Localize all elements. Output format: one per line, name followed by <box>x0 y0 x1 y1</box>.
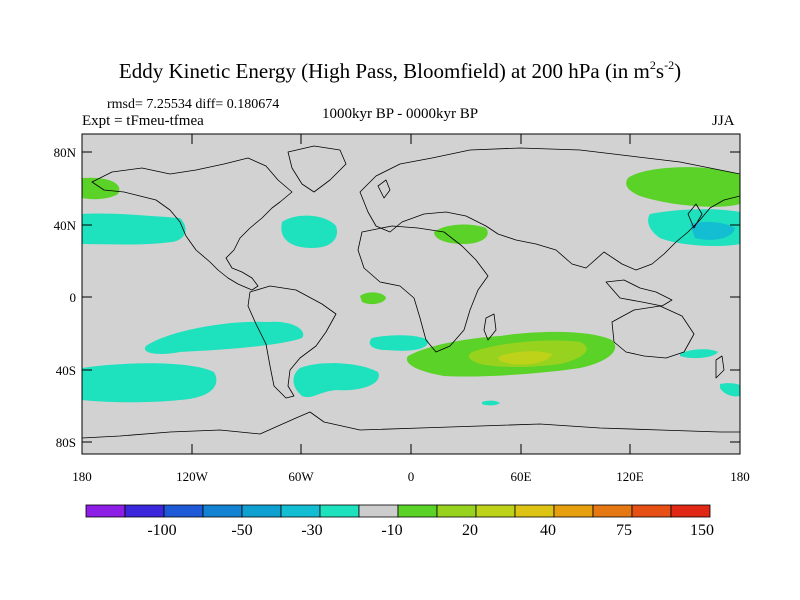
colorbar-swatch <box>124 504 165 518</box>
madagascar-coast <box>483 313 497 341</box>
plot-title: Eddy Kinetic Energy (High Pass, Bloomfie… <box>118 58 682 83</box>
lon-label-60e: 60E <box>511 469 532 484</box>
anomaly-southeast-pacific <box>82 363 217 403</box>
greenland-coast <box>287 145 347 193</box>
anomaly-north-pacific-west <box>82 213 186 245</box>
anomaly-north-pacific-core <box>690 221 735 240</box>
anomaly-contours <box>82 167 740 406</box>
anomaly-mediterranean <box>434 224 488 244</box>
colorbar-swatch <box>85 504 126 518</box>
lat-label-40n: 40N <box>54 218 77 233</box>
rmsd-diff-stats: rmsd= 7.25534 diff= 0.180674 <box>107 97 280 112</box>
colorbar-swatch <box>475 504 516 518</box>
colorbar-swatch <box>514 504 555 518</box>
eurasia-coast <box>359 147 740 271</box>
colorbar-label-minus-30: -30 <box>301 522 322 539</box>
colorbar-label-minus-50: -50 <box>231 522 252 539</box>
colorbar <box>85 504 711 518</box>
lon-tick-marks <box>81 134 741 454</box>
south-america-coast <box>247 285 337 399</box>
lat-label-0: 0 <box>70 290 77 305</box>
lat-tick-labels: 80N 40N 0 40S 80S <box>54 145 77 450</box>
colorbar-label-40: 40 <box>540 522 556 539</box>
anomaly-north-atlantic <box>281 215 337 248</box>
coastlines <box>82 145 740 439</box>
colorbar-swatch <box>241 504 282 518</box>
experiment-label: Expt = tFmeu-tfmea <box>82 113 204 129</box>
season-label: JJA <box>712 113 735 129</box>
colorbar-swatch <box>358 504 399 518</box>
japan-coast <box>687 203 703 229</box>
colorbar-swatch <box>670 504 711 518</box>
anomaly-southern-ocean-small <box>482 400 500 406</box>
colorbar-label-20: 20 <box>462 522 478 539</box>
colorbar-swatch <box>163 504 204 518</box>
colorbar-swatch <box>436 504 477 518</box>
british-isles-coast <box>377 179 391 199</box>
anomaly-south-indian-core <box>498 351 552 365</box>
anomaly-equatorial-atlantic <box>360 292 386 305</box>
antarctica-coast <box>82 411 740 439</box>
maritime-continent-coast <box>605 279 673 307</box>
lon-tick-labels: 180 120W 60W 0 60E 120E 180 <box>72 469 750 484</box>
australia-coast <box>611 305 695 359</box>
lon-label-120w: 120W <box>176 469 209 484</box>
lat-tick-marks <box>82 151 740 443</box>
colorbar-swatch <box>631 504 672 518</box>
lon-label-180e: 180 <box>730 469 750 484</box>
lon-label-120e: 120E <box>616 469 644 484</box>
colorbar-labels: -100 -50 -30 -10 20 40 75 150 <box>147 522 714 539</box>
colorbar-swatch <box>202 504 243 518</box>
anomaly-tasman-sea <box>680 349 718 359</box>
anomaly-south-atlantic-east <box>369 335 429 351</box>
colorbar-swatch <box>280 504 321 518</box>
new-zealand-coast <box>715 355 725 379</box>
anomaly-arctic-asia <box>626 167 740 207</box>
time-period-label: 1000kyr BP - 0000kyr BP <box>322 106 479 122</box>
colorbar-swatch <box>397 504 438 518</box>
lon-label-60w: 60W <box>288 469 314 484</box>
north-america-coast <box>91 157 293 291</box>
colorbar-swatch <box>553 504 594 518</box>
anomaly-east-pacific-small <box>720 383 740 397</box>
anomaly-south-atlantic-west <box>293 363 379 398</box>
colorbar-swatch <box>592 504 633 518</box>
colorbar-swatch <box>319 504 360 518</box>
anomaly-south-pacific <box>144 321 304 354</box>
anomaly-north-pacific-east <box>82 177 120 200</box>
lat-label-80n: 80N <box>54 145 77 160</box>
lon-label-180w: 180 <box>72 469 92 484</box>
lat-label-40s: 40S <box>56 363 76 378</box>
lon-label-0: 0 <box>408 469 415 484</box>
colorbar-label-150: 150 <box>690 522 714 539</box>
colorbar-label-minus-100: -100 <box>147 522 176 539</box>
colorbar-label-minus-10: -10 <box>381 522 402 539</box>
africa-coast <box>357 225 489 353</box>
colorbar-label-75: 75 <box>616 522 632 539</box>
lat-label-80s: 80S <box>56 435 76 450</box>
